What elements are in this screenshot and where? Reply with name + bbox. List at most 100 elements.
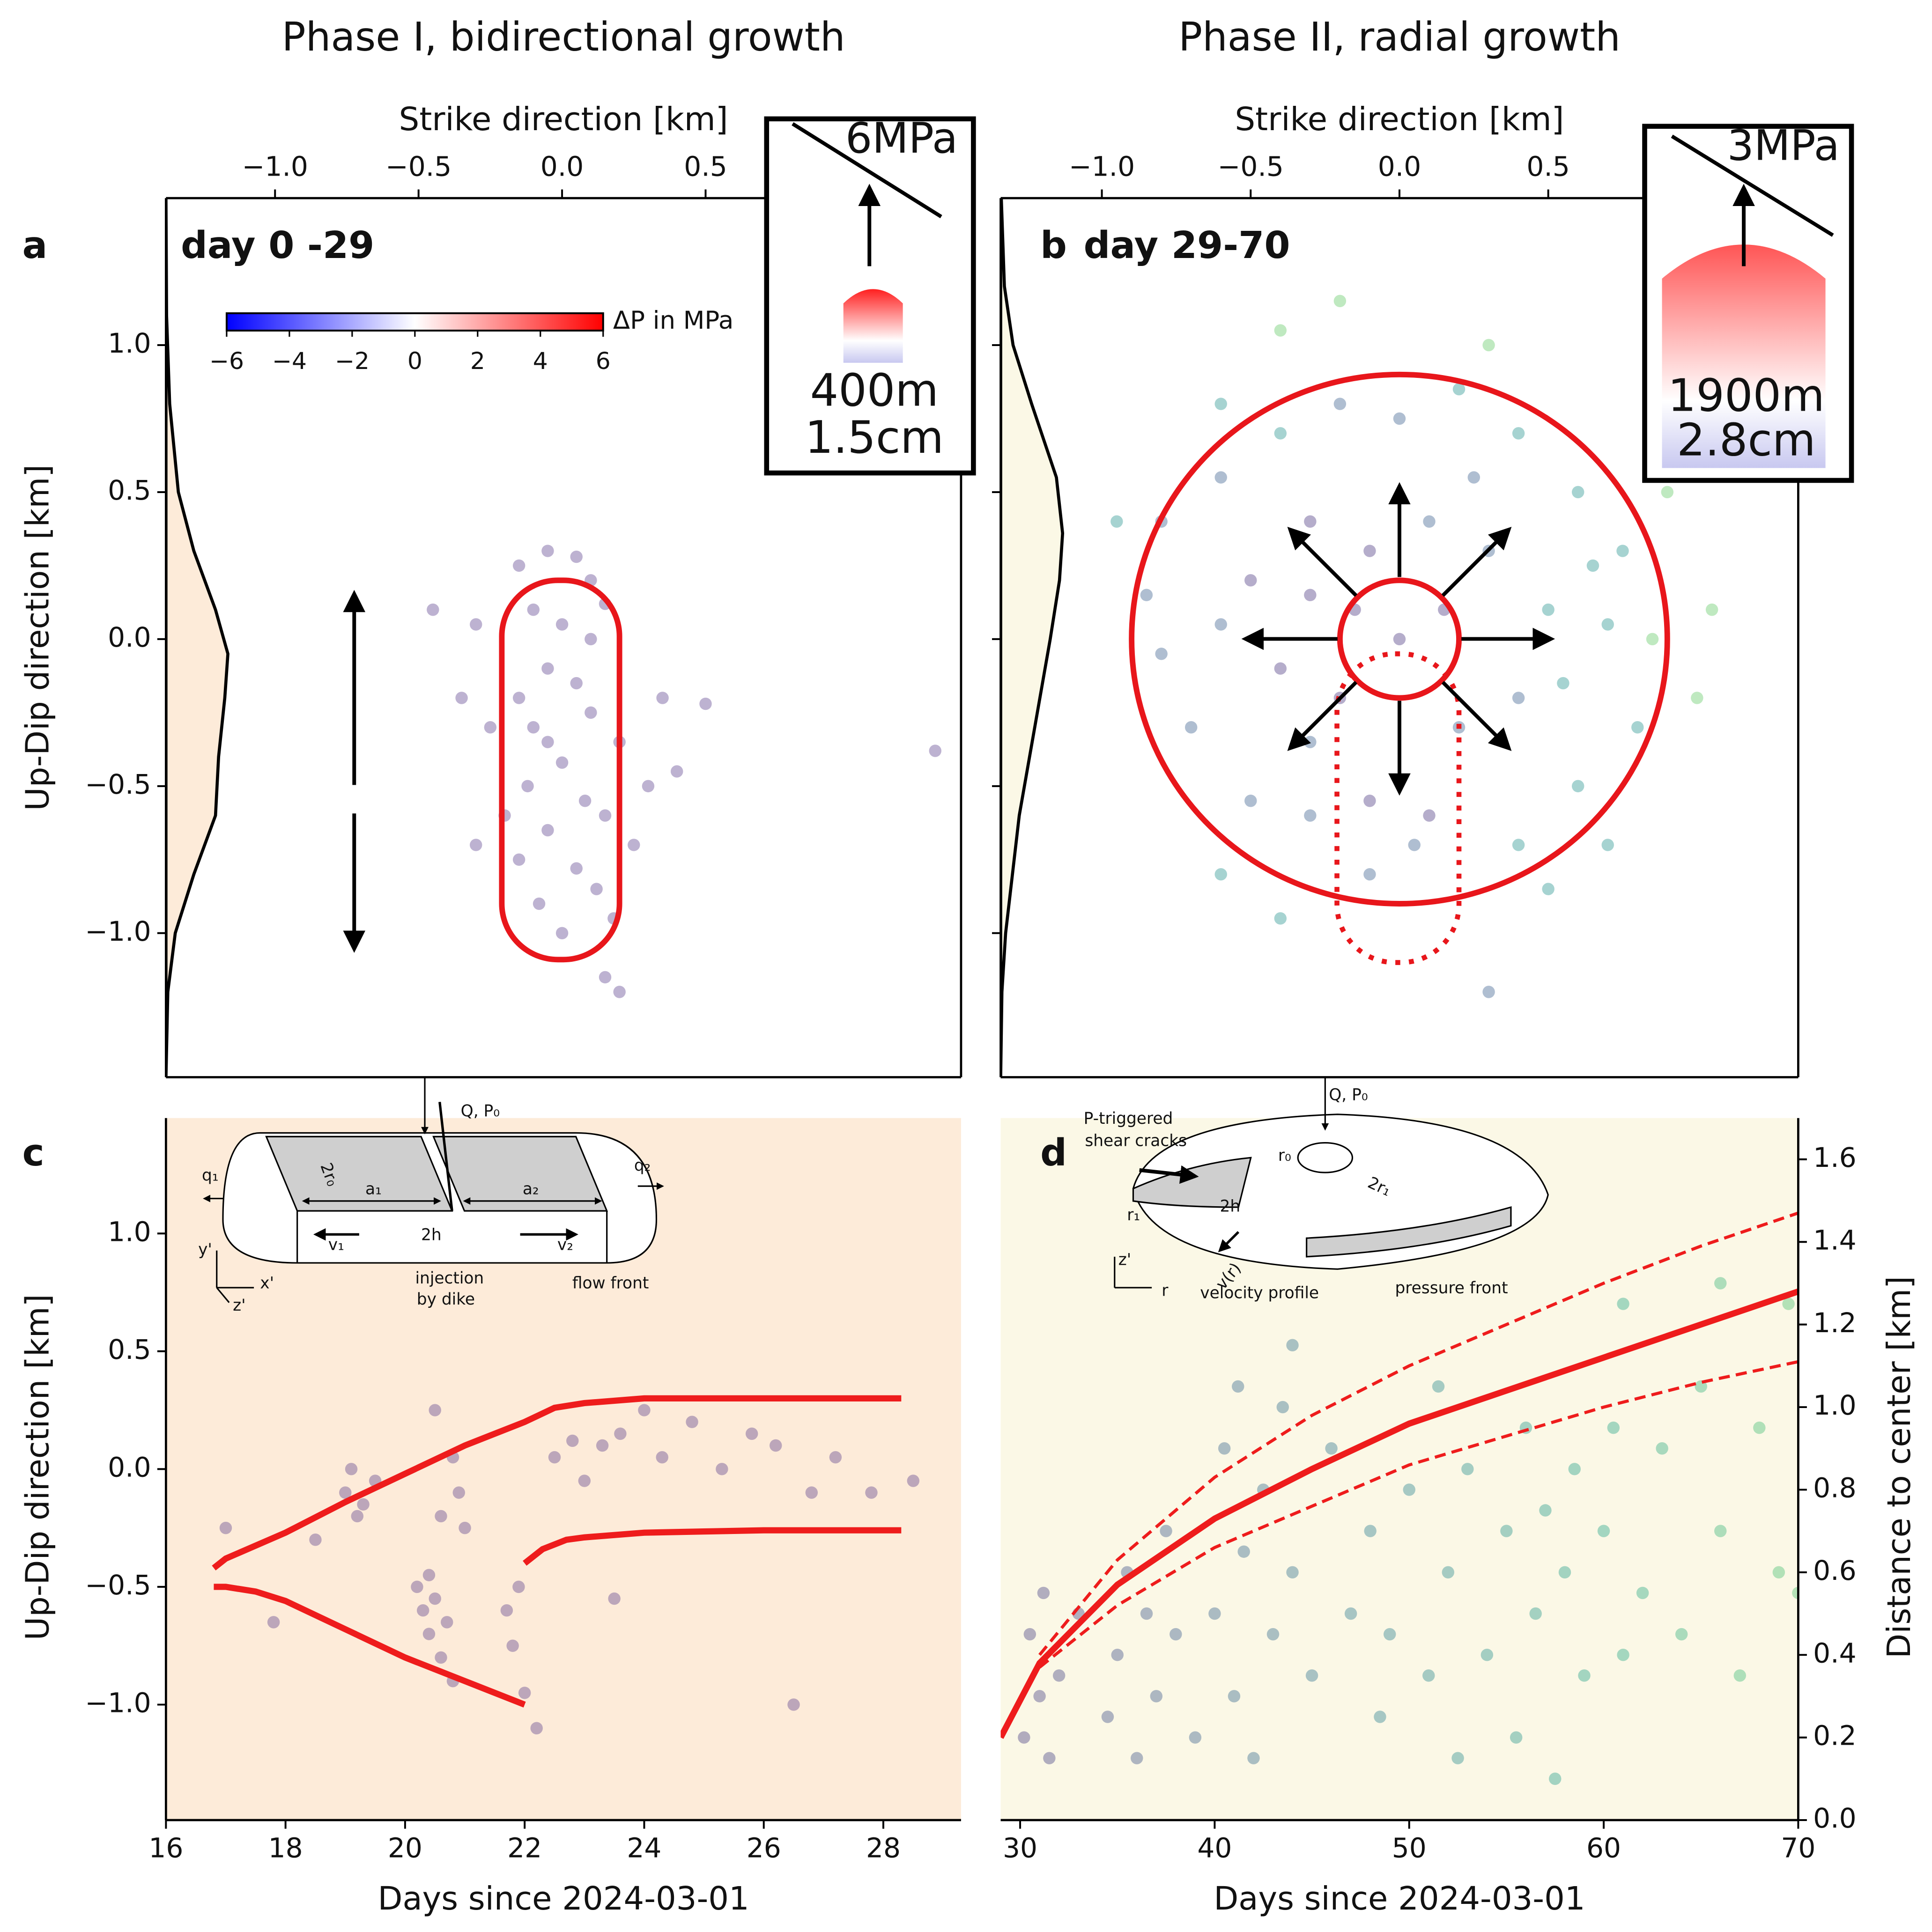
event-point bbox=[1244, 574, 1257, 587]
diagram-label: by dike bbox=[417, 1290, 475, 1309]
event-point bbox=[422, 1628, 436, 1640]
colorbar-tick-label: 6 bbox=[596, 347, 611, 375]
diagram-label: injection bbox=[415, 1269, 484, 1288]
event-point bbox=[608, 1592, 621, 1605]
event-point bbox=[1214, 471, 1227, 484]
event-point bbox=[555, 756, 569, 769]
diagram-label: shear cracks bbox=[1085, 1131, 1187, 1150]
event-point bbox=[452, 1486, 465, 1499]
inset-b: 3MPa 1900m 2.8cm bbox=[1642, 122, 1854, 483]
x-tick-label: 0.5 bbox=[1526, 151, 1570, 183]
model-front bbox=[1337, 577, 1462, 701]
diagram-d bbox=[1114, 1077, 1549, 1289]
event-point bbox=[429, 1404, 441, 1416]
event-point bbox=[596, 1439, 609, 1452]
event-point bbox=[541, 736, 554, 748]
event-point bbox=[1568, 1463, 1581, 1475]
column-title: Phase I, bidirectional growth bbox=[282, 14, 845, 60]
model-curve bbox=[212, 1395, 902, 1571]
y-tick-label: 1.4 bbox=[1813, 1224, 1857, 1256]
x-tick-label: 0.0 bbox=[540, 151, 584, 183]
event-point bbox=[1733, 1669, 1747, 1682]
event-point bbox=[1571, 486, 1584, 499]
event-point bbox=[1286, 1339, 1299, 1351]
x-tick-label: 70 bbox=[1781, 1832, 1815, 1864]
event-point bbox=[1408, 839, 1421, 851]
panel: −1.0 −0.5 0.0 0.5 −1.0 −0.5 0.0 0.5 1.0 −6 −4 −2 0 2 4… bbox=[85, 151, 962, 1078]
diagram-label: z' bbox=[233, 1296, 245, 1315]
event-point bbox=[1557, 677, 1569, 690]
colorbar-tick-label: 0 bbox=[407, 347, 422, 375]
event-point bbox=[614, 1427, 627, 1440]
event-point bbox=[527, 721, 540, 734]
diagram-label: 2h bbox=[421, 1225, 442, 1244]
panel-label: a bbox=[22, 223, 48, 267]
event-point bbox=[1333, 295, 1347, 308]
event-point bbox=[865, 1486, 878, 1499]
event-point bbox=[570, 862, 583, 875]
event-point bbox=[1578, 1669, 1591, 1682]
event-point bbox=[1363, 868, 1376, 881]
event-point bbox=[1646, 633, 1659, 646]
event-point bbox=[1656, 1442, 1668, 1455]
event-point bbox=[1325, 1442, 1338, 1455]
x-tick-label: −0.5 bbox=[385, 151, 452, 183]
event-point bbox=[628, 839, 640, 851]
event-point bbox=[1714, 1277, 1727, 1290]
diagram-label: y' bbox=[198, 1240, 212, 1259]
colorbar-label: ΔP in MPa bbox=[613, 306, 733, 335]
event-point bbox=[1539, 1504, 1552, 1517]
event-point bbox=[570, 550, 583, 563]
event-point bbox=[533, 897, 546, 910]
x-axis-label: Days since 2024-03-01 bbox=[1214, 1880, 1585, 1917]
event-point bbox=[429, 1592, 441, 1605]
y-tick-label: −0.5 bbox=[85, 768, 151, 800]
event-point bbox=[1247, 1752, 1260, 1764]
event-point bbox=[506, 1639, 519, 1652]
event-point bbox=[416, 1604, 429, 1617]
event-point bbox=[1286, 1566, 1299, 1579]
y-tick-label: 0.6 bbox=[1813, 1555, 1857, 1586]
event-point bbox=[345, 1463, 358, 1475]
model-curve bbox=[523, 1527, 902, 1566]
event-point bbox=[656, 692, 669, 704]
panel-label: b bbox=[1040, 223, 1067, 267]
diagram-label: r₀ bbox=[1278, 1146, 1291, 1165]
x-tick-label: 40 bbox=[1197, 1832, 1232, 1864]
event-point bbox=[512, 1580, 525, 1593]
event-point bbox=[1512, 692, 1525, 704]
diagram-label: q₁ bbox=[202, 1166, 219, 1185]
event-point bbox=[1232, 1380, 1244, 1393]
event-point bbox=[1344, 1607, 1357, 1620]
event-point bbox=[1101, 1711, 1114, 1723]
x-tick-label: 26 bbox=[747, 1832, 781, 1864]
model-region bbox=[1334, 651, 1462, 965]
model-curve bbox=[1000, 1288, 1799, 1739]
event-point bbox=[357, 1498, 370, 1511]
y-tick-label: 0.0 bbox=[1813, 1802, 1857, 1834]
event-point bbox=[459, 1521, 471, 1534]
event-point bbox=[638, 1404, 651, 1416]
event-point bbox=[1304, 809, 1317, 822]
panel-label: c bbox=[22, 1131, 44, 1174]
event-point bbox=[1510, 1731, 1523, 1744]
model-curve bbox=[214, 1584, 526, 1708]
event-point bbox=[1432, 1380, 1445, 1393]
event-point bbox=[1529, 1607, 1542, 1620]
event-point bbox=[1023, 1628, 1036, 1641]
event-point bbox=[1150, 1690, 1163, 1703]
x-tick-label: 30 bbox=[1003, 1832, 1037, 1864]
y-tick-label: 1.0 bbox=[108, 327, 151, 359]
event-point bbox=[1393, 633, 1406, 646]
event-point bbox=[1451, 1752, 1464, 1764]
colorbar-tick-label: −6 bbox=[209, 347, 244, 375]
event-point bbox=[566, 1434, 579, 1447]
event-point bbox=[570, 677, 583, 690]
y-axis-label: Up-Dip direction [km] bbox=[19, 465, 57, 811]
event-point bbox=[1274, 427, 1287, 440]
event-point bbox=[411, 1580, 423, 1593]
event-point bbox=[1111, 1648, 1124, 1661]
event-point bbox=[1695, 1380, 1707, 1393]
y-tick-label: 1.0 bbox=[1813, 1389, 1857, 1421]
radial-arrows bbox=[1241, 482, 1555, 796]
